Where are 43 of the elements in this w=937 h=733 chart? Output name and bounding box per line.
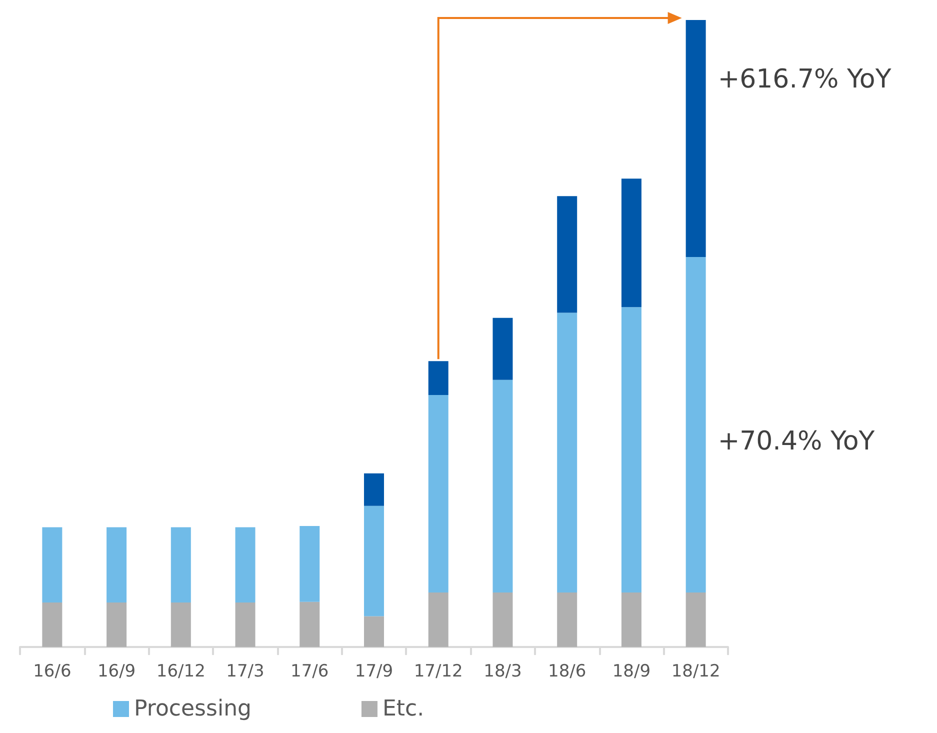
- bar: [364, 506, 384, 616]
- x-tick-label: 16/12: [156, 662, 206, 682]
- bar: [364, 473, 384, 506]
- legend-label: Etc.: [382, 696, 424, 722]
- bar: [106, 602, 127, 647]
- bar: [621, 307, 642, 592]
- annotation: +70.4% YoY: [718, 426, 875, 456]
- bar: [557, 312, 578, 592]
- bar: [170, 602, 191, 647]
- legend-label: Processing: [134, 696, 252, 722]
- bar: [621, 178, 642, 308]
- bar: [106, 527, 127, 602]
- bar: [621, 592, 642, 647]
- bar: [170, 527, 191, 602]
- bar: [428, 361, 448, 395]
- x-tick-label: 17/9: [354, 662, 394, 682]
- annotation: +616.7% YoY: [718, 64, 892, 94]
- bar: [364, 616, 384, 647]
- x-tick-label: 17/6: [290, 662, 329, 682]
- x-tick-label: 16/9: [97, 662, 136, 682]
- x-tick-label: 16/6: [33, 662, 72, 682]
- bar: [300, 602, 320, 647]
- bar: [686, 20, 706, 258]
- bar: [492, 592, 513, 647]
- bar: [42, 602, 62, 647]
- bar: [235, 527, 256, 602]
- x-tick-label: 18/12: [671, 662, 720, 682]
- bar: [428, 394, 448, 592]
- x-tick-label: 17/12: [414, 662, 463, 682]
- bar: [42, 527, 62, 602]
- x-tick-label: 18/6: [548, 662, 586, 682]
- bar: [300, 526, 320, 602]
- bar: [492, 318, 513, 380]
- bar: [428, 592, 448, 647]
- bar: [686, 592, 706, 647]
- x-tick-label: 17/3: [226, 662, 264, 682]
- x-tick-label: 18/3: [484, 662, 522, 682]
- bar: [235, 602, 256, 647]
- bar: [557, 592, 578, 647]
- bar: [686, 257, 706, 592]
- bar: [557, 196, 578, 313]
- x-tick-label: 18/9: [612, 662, 651, 682]
- bar: [492, 380, 513, 592]
